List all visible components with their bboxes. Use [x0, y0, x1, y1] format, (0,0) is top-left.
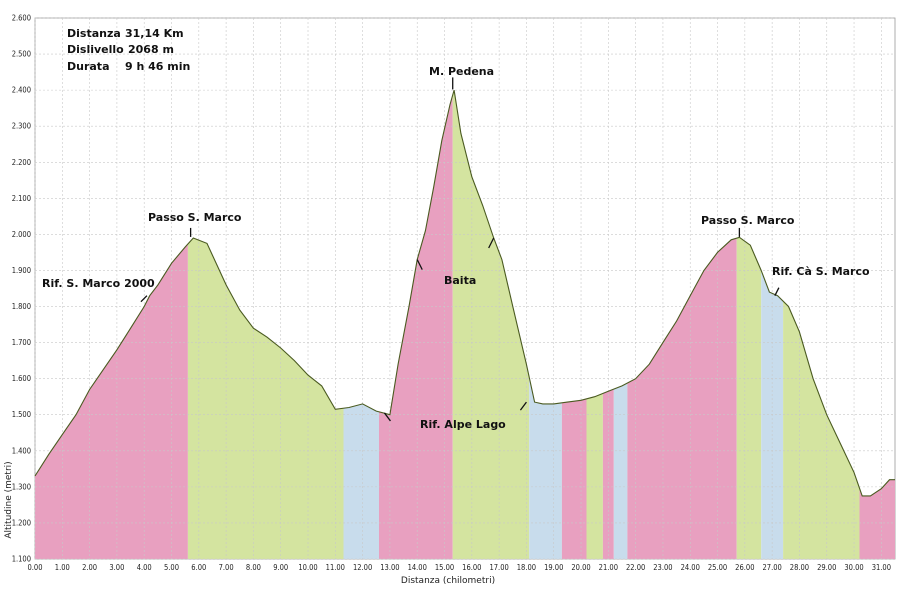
- x-tick-label-14: 14.00: [408, 563, 427, 572]
- profile-segment-3: [379, 94, 453, 560]
- stat-label-distance: Distanza: [67, 27, 121, 40]
- label-baita: Baita: [444, 274, 476, 287]
- x-tick-label-18: 18.00: [517, 563, 536, 572]
- profile-segment-10: [627, 238, 737, 559]
- y-tick-label-14: 2.500: [12, 50, 31, 59]
- x-tick-label-10: 10.00: [298, 563, 317, 572]
- profile-segment-15: [859, 479, 895, 559]
- x-tick-label-8: 8.00: [246, 563, 261, 572]
- x-tick-label-25: 25.00: [708, 563, 727, 572]
- x-tick-label-30: 30.00: [844, 563, 863, 572]
- y-tick-label-3: 1.400: [12, 446, 31, 455]
- x-tick-label-12: 12.00: [353, 563, 372, 572]
- x-tick-label-2: 2.00: [82, 563, 97, 572]
- x-tick-label-15: 15.00: [435, 563, 454, 572]
- y-tick-label-1: 1.200: [12, 518, 31, 527]
- x-tick-label-0: 0.00: [27, 563, 42, 572]
- y-tick-label-13: 2.400: [12, 86, 31, 95]
- grid-lines: [34, 17, 895, 560]
- x-tick-label-24: 24.00: [681, 563, 700, 572]
- stat-value-distance: 31,14 Km: [125, 27, 184, 40]
- y-axis-ticks: 1.100 1.200 1.300 1.400 1.500 1.600 1.700 1.800…: [12, 14, 31, 564]
- x-tick-label-28: 28.00: [790, 563, 809, 572]
- annotation-tick-8: [774, 287, 780, 297]
- x-tick-label-17: 17.00: [489, 563, 508, 572]
- x-tick-label-6: 6.00: [191, 563, 206, 572]
- annotation-tick-0: [140, 295, 148, 303]
- y-tick-label-6: 1.700: [12, 338, 31, 347]
- x-tick-label-29: 29.00: [817, 563, 836, 572]
- annotation-tick-2: [488, 237, 495, 249]
- y-tick-label-7: 1.800: [12, 302, 31, 311]
- y-tick-label-10: 2.100: [12, 194, 31, 203]
- y-tick-label-12: 2.300: [12, 122, 31, 131]
- stat-label-elevation-gain: Dislivello: [67, 43, 124, 56]
- y-tick-label-9: 2.000: [12, 230, 31, 239]
- x-tick-label-26: 26.00: [735, 563, 754, 572]
- x-tick-label-5: 5.00: [164, 563, 179, 572]
- x-axis-title: Distanza (chilometri): [401, 576, 495, 586]
- profile-segment-11: [736, 237, 762, 560]
- x-tick-label-31: 31.00: [872, 563, 891, 572]
- y-axis-title: Altitudine (metri): [4, 461, 14, 538]
- profile-segment-9: [613, 383, 628, 559]
- y-tick-label-5: 1.600: [12, 374, 31, 383]
- profile-segment-2: [343, 403, 379, 559]
- x-tick-label-11: 11.00: [326, 563, 345, 572]
- stats-box: Distanza 31,14 Km Dislivello 2068 m Dura…: [67, 27, 190, 73]
- annotation-labels: Rif. S. Marco 2000 Passo S. Marco M. Ped…: [42, 65, 870, 431]
- x-tick-label-23: 23.00: [653, 563, 672, 572]
- stat-label-duration: Durata: [67, 60, 110, 73]
- profile-segment-6: [561, 398, 587, 559]
- y-tick-label-2: 1.300: [12, 482, 31, 491]
- profile-segment-7: [586, 393, 603, 559]
- annotation-tick-4: [519, 401, 527, 411]
- y-tick-label-8: 1.900: [12, 266, 31, 275]
- stat-value-duration: 9 h 46 min: [125, 60, 190, 73]
- label-rif-s-marco-2000: Rif. S. Marco 2000: [42, 277, 155, 290]
- label-passo-s-marco-1: Passo S. Marco: [148, 211, 242, 224]
- y-tick-label-11: 2.200: [12, 158, 31, 167]
- x-tick-label-27: 27.00: [762, 563, 781, 572]
- x-tick-label-19: 19.00: [544, 563, 563, 572]
- stat-value-elevation-gain: 2068 m: [128, 43, 174, 56]
- x-tick-label-21: 21.00: [599, 563, 618, 572]
- annotation-markers: [140, 77, 780, 422]
- x-tick-label-7: 7.00: [219, 563, 234, 572]
- profile-segment-14: [829, 420, 860, 559]
- x-tick-label-20: 20.00: [571, 563, 590, 572]
- profile-outline: [34, 89, 895, 497]
- x-tick-label-22: 22.00: [626, 563, 645, 572]
- label-rif-alpe-lago: Rif. Alpe Lago: [420, 418, 506, 431]
- label-passo-s-marco-2: Passo S. Marco: [701, 214, 795, 227]
- x-tick-label-9: 9.00: [273, 563, 288, 572]
- annotation-tick-3: [383, 412, 391, 422]
- y-tick-label-15: 2.600: [12, 14, 31, 23]
- profile-segment-1: [187, 238, 344, 559]
- x-tick-label-1: 1.00: [55, 563, 70, 572]
- label-rif-ca-s-marco: Rif. Cà S. Marco: [772, 265, 870, 278]
- x-tick-label-13: 13.00: [380, 563, 399, 572]
- profile-segment-0: [35, 244, 188, 559]
- y-tick-label-4: 1.500: [12, 410, 31, 419]
- label-m-pedena: M. Pedena: [429, 65, 494, 78]
- x-tick-label-3: 3.00: [109, 563, 124, 572]
- profile-segment-13: [783, 301, 830, 559]
- x-tick-label-16: 16.00: [462, 563, 481, 572]
- profile-line: [34, 89, 895, 497]
- x-axis-ticks: 0.00 1.00 2.00 3.00 4.00 5.00 6.00 7.00 8.00 9.00…: [27, 563, 891, 572]
- annotation-tick-1: [416, 259, 423, 270]
- y-tick-label-0: 1.100: [12, 555, 31, 564]
- x-tick-label-4: 4.00: [137, 563, 152, 572]
